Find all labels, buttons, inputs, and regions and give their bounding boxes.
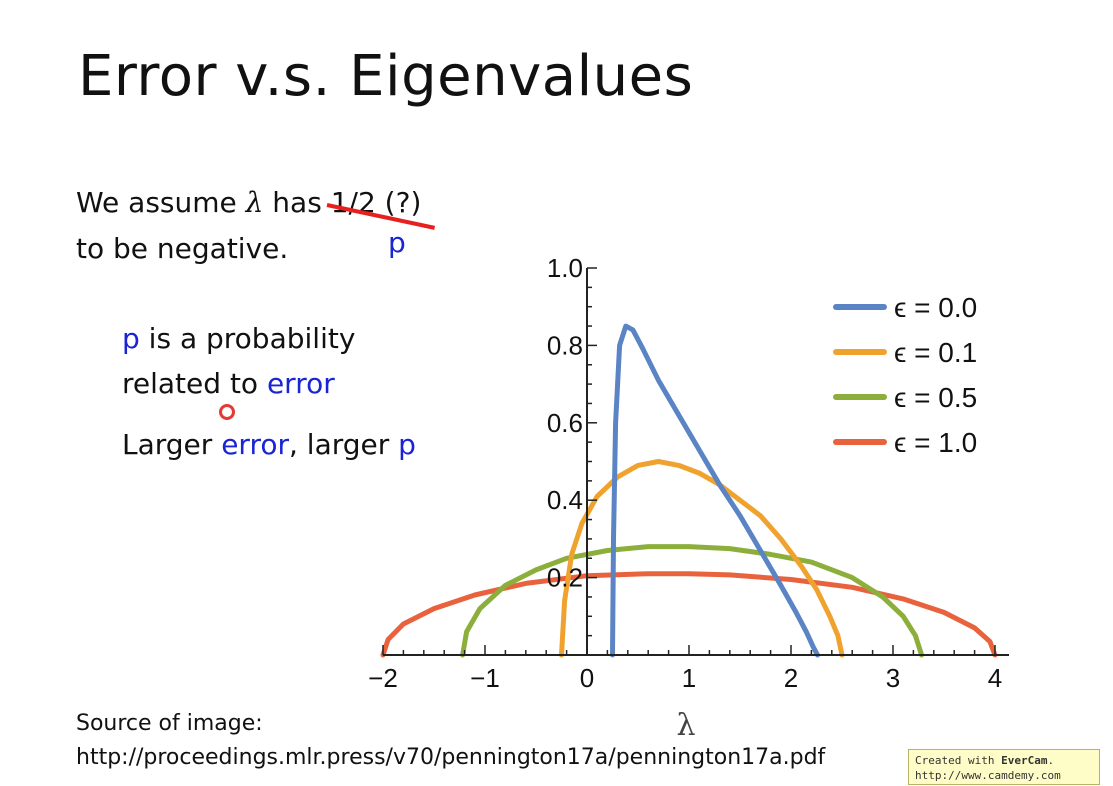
note-p: p — [398, 428, 416, 461]
x-tick-label: 2 — [784, 663, 798, 693]
note-line-2: related to error — [122, 367, 335, 400]
legend-label: ϵ = 0.5 — [894, 382, 977, 413]
x-tick-label: −1 — [470, 663, 500, 693]
handwritten-p-annotation: p — [388, 226, 406, 259]
x-tick-label: −2 — [368, 663, 398, 693]
watermark-text: Created with — [915, 754, 1002, 767]
series-line — [559, 459, 845, 658]
x-axis-title: λ — [676, 708, 695, 743]
legend-label: ϵ = 0.0 — [894, 292, 977, 323]
assumption-text-start: We assume — [76, 186, 246, 219]
note-line-3: Larger error, larger p — [122, 428, 416, 461]
x-tick-label: 0 — [580, 663, 594, 693]
struck-out-text: 1/2 (?) — [326, 186, 435, 230]
note-text: Larger — [122, 428, 222, 461]
pointer-cursor-icon — [219, 404, 235, 420]
legend-label: ϵ = 0.1 — [894, 337, 977, 368]
series-line — [380, 571, 998, 658]
assumption-line-1: We assume λ has 1/2 (?) — [76, 186, 435, 230]
assumption-line-2: to be negative. — [76, 232, 289, 265]
y-tick-label: 0.6 — [547, 408, 583, 438]
x-tick-label: 3 — [886, 663, 900, 693]
assumption-text-mid: has — [263, 186, 331, 219]
y-tick-label: 0.8 — [547, 330, 583, 360]
series-line — [460, 544, 925, 658]
y-tick-label: 0.2 — [547, 563, 583, 593]
slide-title: Error v.s. Eigenvalues — [78, 44, 694, 109]
watermark-brand: EverCam — [1001, 754, 1048, 767]
note-error: error — [266, 367, 335, 400]
note-text: related to — [122, 367, 267, 400]
source-url[interactable]: http://proceedings.mlr.press/v70/penning… — [76, 745, 826, 770]
note-error: error — [221, 428, 289, 461]
watermark-line-1: Created with EverCam. — [915, 753, 1093, 768]
watermark-url: http://www.camdemy.com — [915, 769, 1061, 782]
y-tick-label: 1.0 — [547, 253, 583, 283]
lambda-symbol: λ — [245, 186, 264, 219]
y-tick-label: 0.4 — [547, 485, 583, 515]
note-line-1: p is a probability — [122, 322, 355, 355]
note-text: is a probability — [139, 322, 356, 355]
note-text: , larger — [289, 428, 399, 461]
x-tick-label: 4 — [988, 663, 1002, 693]
evercam-watermark: Created with EverCam. http://www.camdemy… — [908, 749, 1100, 785]
x-tick-label: 1 — [682, 663, 696, 693]
watermark-text: . — [1047, 754, 1055, 767]
source-label: Source of image: — [76, 711, 263, 736]
series-line — [610, 323, 820, 658]
note-p: p — [122, 322, 140, 355]
legend-label: ϵ = 1.0 — [894, 427, 977, 458]
